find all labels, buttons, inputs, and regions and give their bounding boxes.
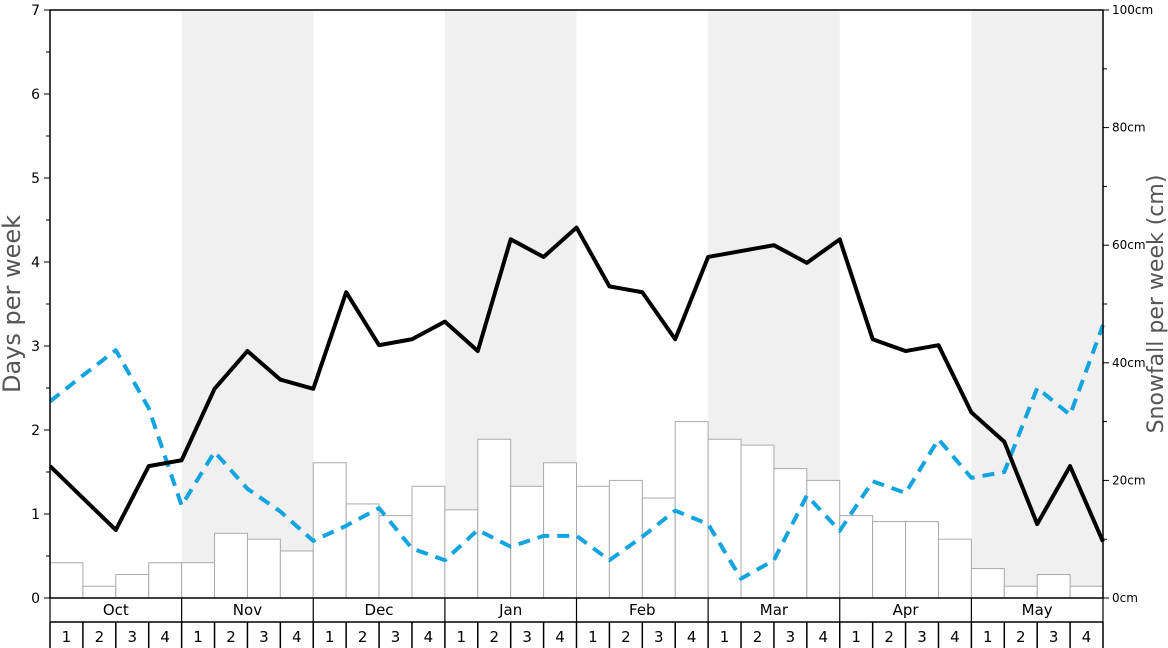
snowfall-bar: [608, 479, 643, 599]
week-label: 2: [358, 628, 368, 646]
week-label: 3: [259, 628, 269, 646]
week-label: 2: [753, 628, 763, 646]
week-label: 4: [160, 628, 170, 646]
week-label: 3: [654, 628, 664, 646]
month-label: Oct: [103, 601, 129, 619]
snowfall-bar: [246, 538, 281, 599]
month-label: Apr: [893, 601, 920, 619]
left-axis: 0 1 2 3 4 5 6 7: [31, 3, 50, 607]
month-axis: Oct Nov Dec Jan Feb Mar Apr May: [49, 598, 1104, 623]
month-label: Feb: [629, 601, 656, 619]
week-label: 3: [1049, 628, 1059, 646]
snowfall-bar: [444, 509, 479, 599]
week-label: 4: [1082, 628, 1092, 646]
snowfall-bar: [148, 562, 183, 599]
snowfall-bar: [49, 562, 84, 599]
right-tick-label: 40cm: [1112, 356, 1146, 370]
week-label: 3: [127, 628, 137, 646]
week-label: 2: [95, 628, 105, 646]
snowfall-bar: [576, 485, 610, 599]
left-tick-label: 3: [31, 339, 40, 355]
snowfall-bar: [773, 468, 808, 599]
left-tick-label: 6: [31, 87, 40, 103]
snowfall-bar: [1069, 585, 1104, 599]
right-axis-title: Snowfall per week (cm): [1144, 175, 1168, 434]
right-tick-label: 100cm: [1112, 3, 1153, 17]
week-label: 1: [851, 628, 861, 646]
month-bands: [181, 10, 1103, 598]
snowfall-bar: [839, 515, 874, 599]
week-label: 2: [489, 628, 499, 646]
week-label: 1: [457, 628, 467, 646]
month-label: Nov: [233, 601, 262, 619]
week-label: 1: [325, 628, 335, 646]
week-label: 3: [391, 628, 401, 646]
week-label: 3: [786, 628, 796, 646]
snowfall-bar: [82, 585, 117, 599]
month-label: Jan: [498, 601, 522, 619]
snowfall-bar: [1003, 585, 1038, 599]
right-tick-label: 80cm: [1112, 121, 1146, 135]
snowfall-bar: [872, 521, 907, 599]
week-label: 1: [720, 628, 730, 646]
week-label: 2: [621, 628, 631, 646]
snowfall-bar: [806, 479, 841, 599]
snowfall-bar: [707, 438, 742, 599]
week-label: 2: [1016, 628, 1026, 646]
week-label: 4: [555, 628, 565, 646]
left-tick-label: 4: [31, 255, 40, 271]
month-band: [971, 10, 1103, 598]
snowfall-bar: [477, 438, 512, 599]
series-lines: [48, 225, 1105, 581]
week-label: 3: [522, 628, 532, 646]
week-label: 4: [292, 628, 302, 646]
month-label: Dec: [365, 601, 394, 619]
right-tick-label: 0cm: [1112, 591, 1138, 605]
week-label: 4: [687, 628, 697, 646]
week-label: 3: [917, 628, 927, 646]
week-label: 1: [193, 628, 203, 646]
snowfall-bar: [674, 421, 709, 599]
month-label: Mar: [760, 601, 789, 619]
snowfall-bar: [214, 532, 248, 599]
week-axis: 1 2 3 4 1 2 3 4 1 2 3 4 1 2 3 4 1 2 3 4 1 2 3 4 1 2 3 4 1 2 3 4: [49, 622, 1104, 648]
snowfall-bar: [1036, 573, 1071, 599]
right-axis: 0cm 20cm 40cm 60cm 80cm 100cm: [1103, 3, 1153, 605]
week-label: 4: [424, 628, 434, 646]
left-tick-label: 7: [31, 3, 40, 19]
week-label: 1: [983, 628, 993, 646]
snowfall-bar: [115, 573, 150, 599]
left-tick-label: 2: [31, 423, 40, 439]
week-label: 4: [819, 628, 829, 646]
month-label: May: [1022, 601, 1053, 619]
right-tick-label: 60cm: [1112, 238, 1146, 252]
left-axis-title: Days per week: [0, 215, 26, 393]
snowfall-bar: [411, 485, 446, 599]
snowfall-bar: [543, 462, 578, 599]
snowfall-bar: [181, 562, 216, 599]
snowfall-bar: [641, 497, 676, 599]
week-label: 1: [588, 628, 598, 646]
week-label: 2: [226, 628, 236, 646]
solid-series-line: [48, 225, 1105, 543]
week-label: 1: [62, 628, 72, 646]
snowfall-bar: [279, 550, 314, 599]
left-tick-label: 5: [31, 171, 40, 187]
left-tick-label: 1: [31, 507, 40, 523]
week-label: 2: [884, 628, 894, 646]
snowfall-bar: [312, 462, 347, 599]
snowfall-bar: [970, 568, 1005, 599]
left-tick-label: 0: [31, 591, 40, 607]
snowfall-bar: [905, 521, 939, 599]
right-tick-label: 20cm: [1112, 473, 1146, 487]
week-label: 4: [950, 628, 960, 646]
snowfall-bars: [49, 421, 1104, 599]
month-band: [181, 10, 314, 598]
snowfall-bar: [937, 538, 972, 599]
